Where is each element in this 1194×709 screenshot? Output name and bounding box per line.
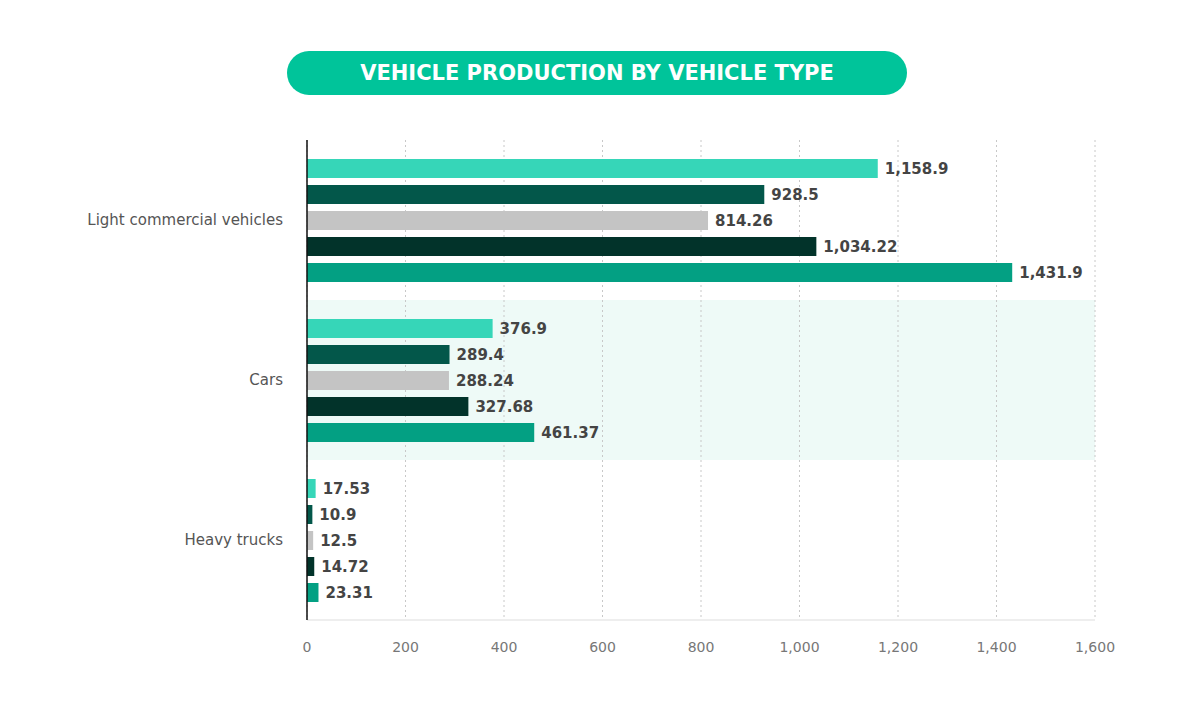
svg-text:1,400: 1,400: [976, 639, 1016, 655]
svg-text:1,158.9: 1,158.9: [885, 160, 949, 178]
svg-text:289.4: 289.4: [457, 346, 504, 364]
svg-text:928.5: 928.5: [771, 186, 818, 204]
svg-text:10.9: 10.9: [319, 506, 356, 524]
svg-text:Light commercial vehicles: Light commercial vehicles: [87, 211, 283, 229]
html-text:VEHICLE PRODUCTION BY VEHICLE: VEHICLE PRODUCTION BY VEHICLE TYPE: [360, 61, 834, 85]
svg-text:Heavy trucks: Heavy trucks: [184, 531, 283, 549]
svg-text:1,600: 1,600: [1075, 639, 1115, 655]
svg-text:1,200: 1,200: [878, 639, 918, 655]
svg-text:23.31: 23.31: [325, 584, 372, 602]
svg-text:0: 0: [303, 639, 312, 655]
svg-text:376.9: 376.9: [500, 320, 547, 338]
svg-text:14.72: 14.72: [321, 558, 368, 576]
svg-text:288.24: 288.24: [456, 372, 514, 390]
svg-text:461.37: 461.37: [541, 424, 599, 442]
svg-text:12.5: 12.5: [320, 532, 357, 550]
svg-text:800: 800: [688, 639, 715, 655]
svg-text:1,000: 1,000: [779, 639, 819, 655]
svg-text:Cars: Cars: [249, 371, 283, 389]
svg-text:600: 600: [589, 639, 616, 655]
svg-text:200: 200: [392, 639, 419, 655]
svg-text:814.26: 814.26: [715, 212, 773, 230]
svg-text:1,431.9: 1,431.9: [1019, 264, 1083, 282]
svg-text:1,034.22: 1,034.22: [823, 238, 897, 256]
svg-text:17.53: 17.53: [323, 480, 370, 498]
svg-text:327.68: 327.68: [475, 398, 533, 416]
svg-text:400: 400: [491, 639, 518, 655]
